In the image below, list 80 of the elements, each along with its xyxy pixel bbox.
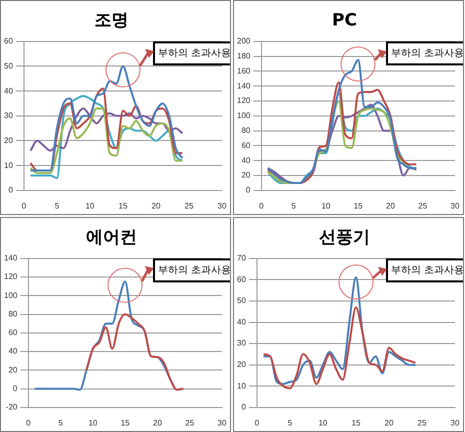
line-series <box>30 88 184 172</box>
y-tick-label: 20 <box>241 170 251 180</box>
y-tick-label: 50 <box>236 296 246 306</box>
x-tick-label: 20 <box>384 418 394 428</box>
x-tick-label: 5 <box>58 418 64 428</box>
y-tick-label: 70 <box>236 254 246 263</box>
x-tick-label: 0 <box>22 201 27 210</box>
y-tick-label: 20 <box>236 360 246 370</box>
y-tick-label: 140 <box>236 81 251 90</box>
annotation: 부하의 초과사용 <box>391 48 464 59</box>
x-tick-label: 5 <box>288 418 293 428</box>
chart-title: PC <box>332 10 357 31</box>
x-tick-label: 30 <box>450 201 460 210</box>
y-tick-label: 60 <box>236 274 246 284</box>
y-tick-label: 40 <box>236 317 246 326</box>
line-series <box>266 59 418 184</box>
y-tick-label: 50 <box>4 61 14 70</box>
line-series <box>262 276 416 385</box>
x-tick-label: 15 <box>354 201 364 210</box>
x-tick-label: 5 <box>54 201 60 210</box>
x-tick-label: 30 <box>218 418 227 428</box>
y-tick-label: 40 <box>8 346 18 356</box>
y-tick-label: 80 <box>8 309 18 318</box>
chart-title: 조명 <box>94 10 128 31</box>
y-tick-label: 0 <box>12 384 18 393</box>
x-tick-label: 0 <box>259 201 264 210</box>
x-tick-label: 5 <box>291 201 296 210</box>
y-tick-label: -20 <box>6 402 18 412</box>
x-tick-label: 10 <box>88 418 98 428</box>
y-tick-label: 180 <box>236 52 251 61</box>
x-tick-label: 20 <box>386 201 396 210</box>
chart-title: 선풍기 <box>319 228 370 248</box>
y-tick-label: 30 <box>236 338 246 348</box>
y-tick-label: 20 <box>8 365 18 374</box>
y-tick-label: 160 <box>236 66 251 76</box>
x-tick-label: 20 <box>152 418 162 428</box>
x-tick-label: 0 <box>26 418 32 428</box>
y-tick-label: 60 <box>4 36 14 46</box>
x-tick-label: 15 <box>120 418 130 428</box>
line-series <box>30 95 184 179</box>
y-tick-label: 0 <box>8 186 14 195</box>
x-tick-label: 15 <box>118 201 128 210</box>
x-tick-label: 25 <box>184 201 194 210</box>
y-tick-label: 0 <box>241 402 246 412</box>
annotation: 부하의 초과사용 <box>158 264 232 276</box>
line-series <box>30 65 184 172</box>
annotation: 부하의 초과사용 <box>391 264 464 276</box>
annotation: 부하의 초과사용 <box>158 48 232 59</box>
x-tick-label: 25 <box>418 418 427 428</box>
x-tick-label: 0 <box>254 418 260 428</box>
y-tick-label: 20 <box>4 136 14 145</box>
y-tick-label: 40 <box>4 86 14 96</box>
line-series <box>85 313 184 391</box>
x-tick-label: 30 <box>450 418 460 428</box>
x-tick-label: 10 <box>321 201 331 210</box>
y-tick-label: 120 <box>236 96 251 106</box>
x-tick-label: 15 <box>351 418 361 428</box>
x-tick-label: 25 <box>418 201 428 210</box>
y-tick-label: 40 <box>241 156 251 165</box>
y-tick-label: 60 <box>241 140 251 150</box>
x-tick-label: 20 <box>152 201 161 210</box>
y-tick-label: 30 <box>4 111 14 120</box>
chart-title: 에어컨 <box>86 228 137 248</box>
y-tick-label: 80 <box>241 126 251 136</box>
line-series <box>262 306 416 390</box>
y-tick-label: 100 <box>4 290 18 300</box>
line-series <box>30 107 184 174</box>
x-tick-label: 30 <box>218 201 227 210</box>
x-tick-label: 10 <box>318 418 328 428</box>
line-series <box>30 107 184 152</box>
y-tick-label: 120 <box>4 272 18 282</box>
y-tick-label: 140 <box>4 254 18 263</box>
y-tick-label: 10 <box>236 381 246 390</box>
x-tick-label: 25 <box>185 418 195 428</box>
y-tick-label: 10 <box>4 160 14 170</box>
y-tick-label: 200 <box>236 36 251 46</box>
y-tick-label: 100 <box>236 111 251 120</box>
x-tick-label: 10 <box>85 201 95 210</box>
y-tick-label: 0 <box>246 186 251 195</box>
y-tick-label: 60 <box>8 328 18 338</box>
